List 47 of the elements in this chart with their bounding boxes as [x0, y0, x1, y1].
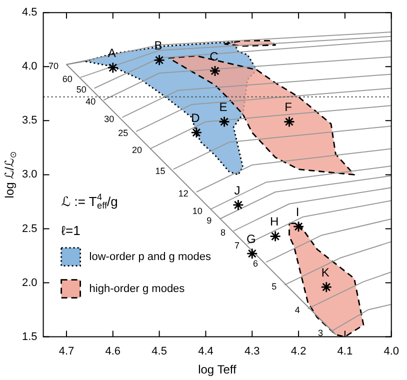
data-label: H [270, 214, 279, 229]
data-label: J [234, 183, 240, 198]
data-label: I [296, 204, 300, 219]
legend-label: high-order g modes [89, 282, 186, 295]
data-label: E [219, 100, 228, 114]
x-tick-label: 4.7 [58, 345, 74, 358]
x-tick-label: 4.5 [152, 345, 167, 358]
y-tick-label: 4.5 [22, 6, 38, 19]
annotation: 15 [155, 166, 166, 176]
x-tick-label: 4.4 [198, 345, 214, 358]
data-label: A [108, 46, 116, 60]
annotation: 25 [118, 128, 128, 138]
x-tick-label: 4.3 [244, 345, 260, 358]
y-tick-label: 3.0 [22, 168, 38, 181]
y-tick-label: 4.0 [22, 60, 38, 73]
annotation: 9 [206, 215, 212, 226]
x-tick-label: 4.2 [290, 345, 306, 358]
data-label: F [284, 100, 292, 114]
annotation: 30 [104, 114, 114, 124]
data-label: G [246, 232, 256, 246]
annotation: 50 [76, 84, 86, 95]
x-tick-label: 4.6 [105, 345, 121, 358]
annotation: 60 [62, 74, 72, 84]
y-tick-label: 2.0 [22, 276, 38, 289]
x-tick-label: 4.0 [384, 345, 400, 358]
annotation: 12 [178, 188, 188, 198]
annotation: 8 [220, 227, 226, 238]
y-tick-label: 1.5 [22, 330, 38, 343]
x-axis-title: log Teff [198, 362, 238, 376]
annotation: ℓ=1 [61, 223, 80, 238]
annotation: 10 [192, 206, 202, 216]
annotation: 20 [132, 145, 142, 156]
annotation: 70 [48, 60, 58, 71]
data-label: K [321, 265, 330, 280]
x-tick-label: 4.1 [337, 345, 353, 358]
data-label: D [191, 110, 200, 125]
y-tick-label: 2.5 [22, 222, 38, 235]
annotation: 3 [318, 328, 324, 338]
legend-label: low-order p and g modes [89, 250, 212, 263]
annotation: 7 [234, 240, 240, 250]
data-label: B [154, 38, 162, 52]
annotation: 5 [272, 281, 277, 292]
annotation: 4 [294, 305, 300, 316]
y-tick-label: 3.5 [22, 114, 38, 127]
annotation: 40 [86, 96, 96, 107]
y-axis-title: log ℒ/ℒ⊙ [2, 151, 18, 198]
annotation: 6 [253, 258, 258, 269]
